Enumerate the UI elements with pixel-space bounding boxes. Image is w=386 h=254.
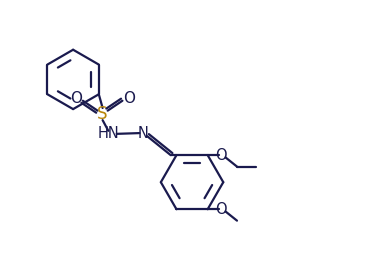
- Text: O: O: [215, 202, 227, 217]
- Text: S: S: [97, 105, 108, 123]
- Text: O: O: [215, 148, 227, 163]
- Text: N: N: [138, 125, 149, 141]
- Text: O: O: [70, 91, 82, 106]
- Text: HN: HN: [97, 126, 119, 141]
- Text: O: O: [123, 91, 135, 106]
